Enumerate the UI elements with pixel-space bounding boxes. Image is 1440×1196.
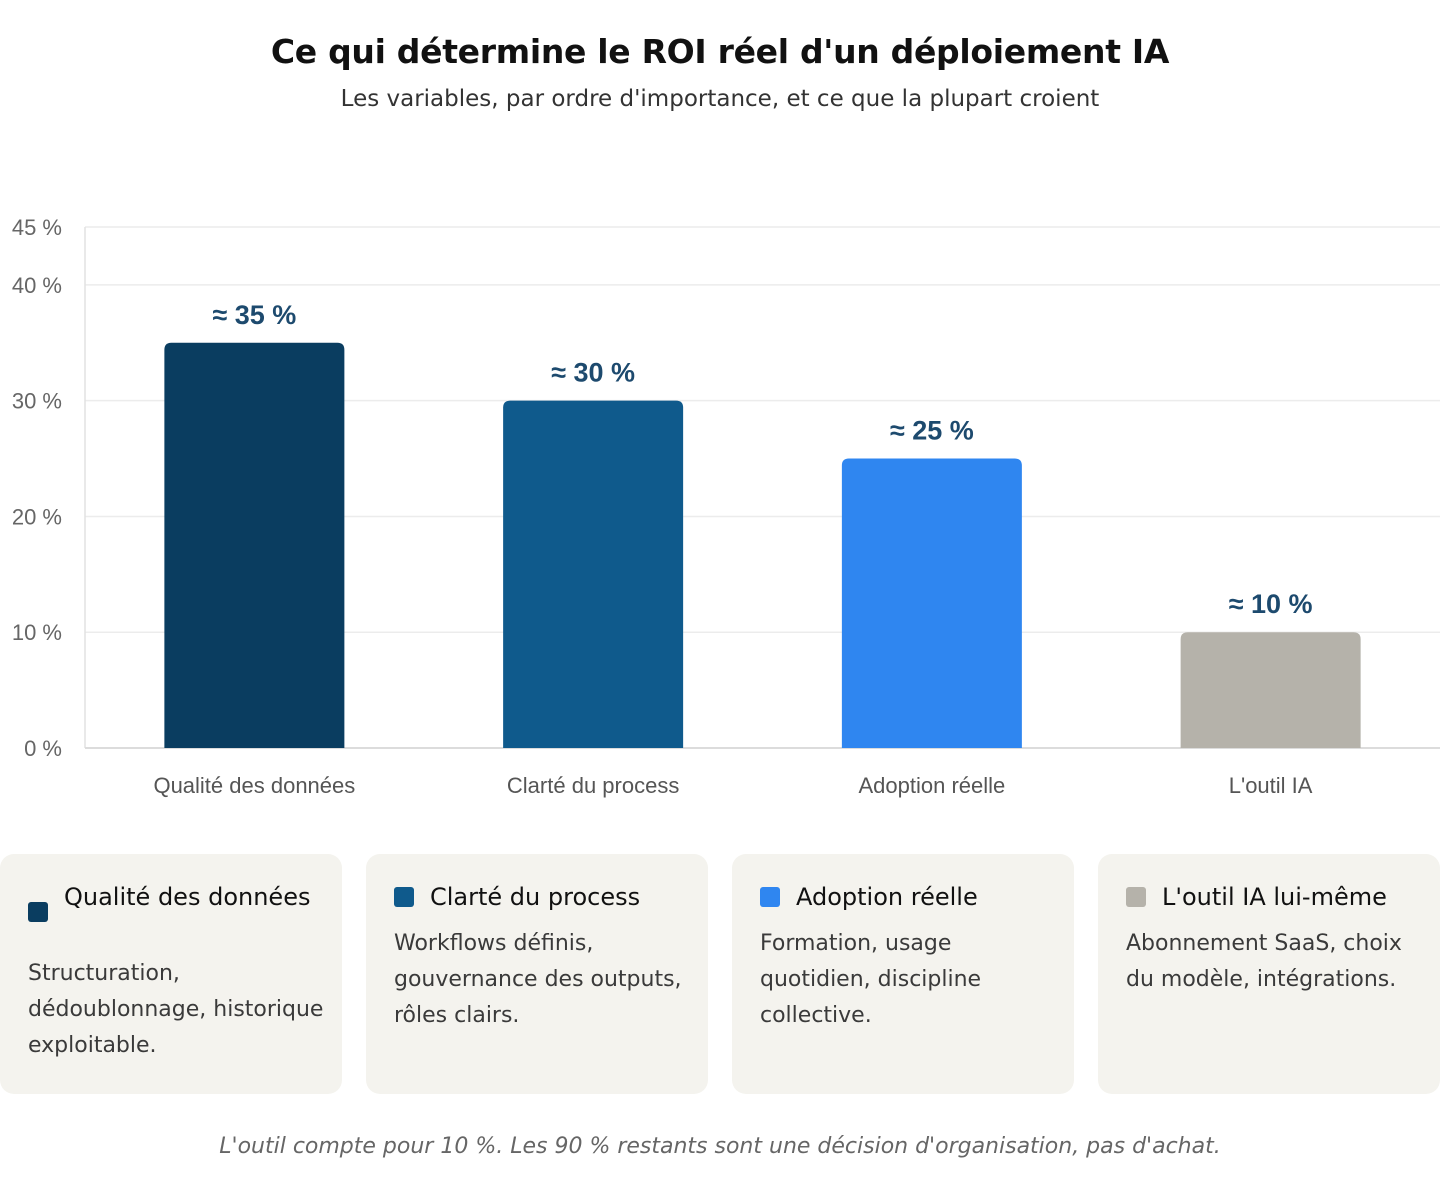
bar [1180, 632, 1361, 748]
card-title: Adoption réelle [796, 883, 978, 911]
y-tick-label: 10 % [12, 620, 62, 645]
card-process-clarity: Clarté du process Workflows définis, gou… [366, 854, 708, 1094]
card-description: Formation, usage quotidien, discipline c… [760, 931, 982, 1028]
y-tick-label: 40 % [12, 273, 62, 298]
card-header: Qualité des données [28, 882, 326, 942]
card-data-quality: Qualité des données Structuration, dédou… [0, 854, 342, 1094]
chart-title: Ce qui détermine le ROI réel d'un déploi… [270, 32, 1170, 71]
card-header: Adoption réelle [760, 882, 1058, 912]
category-label: Adoption réelle [858, 773, 1005, 798]
legend-swatch [394, 887, 414, 907]
card-header: L'outil IA lui-même [1126, 882, 1424, 912]
category-label: Clarté du process [507, 773, 679, 798]
card-title: Clarté du process [430, 883, 641, 911]
category-label: L'outil IA [1229, 773, 1313, 798]
card-description: Workflows définis, gouvernance des outpu… [394, 931, 682, 1028]
card-description: Structuration, dédoublonnage, historique… [28, 961, 324, 1058]
card-title: Qualité des données [64, 883, 311, 911]
bar [503, 400, 684, 748]
y-tick-label: 45 % [12, 215, 62, 240]
data-label: ≈ 30 % [551, 358, 635, 388]
legend-swatch [28, 902, 48, 922]
bar [841, 458, 1022, 748]
bar-chart: 0 % 10 % 20 % 30 % 40 % 45 % ≈ 35 % Qualité de… [12, 215, 1440, 798]
data-label: ≈ 25 % [890, 416, 974, 446]
data-label: ≈ 35 % [212, 300, 296, 330]
explanation-cards: Qualité des données Structuration, dédou… [0, 854, 1440, 1094]
category-label: Qualité des données [153, 773, 355, 798]
card-description: Abonnement SaaS, choix du modèle, intégr… [1126, 931, 1402, 992]
data-label: ≈ 10 % [1229, 589, 1313, 619]
card-ai-tool: L'outil IA lui-même Abonnement SaaS, cho… [1098, 854, 1440, 1094]
y-tick-label: 20 % [12, 504, 62, 529]
card-header: Clarté du process [394, 882, 692, 912]
card-title: L'outil IA lui-même [1162, 883, 1387, 911]
y-tick-label: 0 % [24, 736, 62, 761]
bar [164, 342, 345, 748]
chart-subtitle: Les variables, par ordre d'importance, e… [340, 86, 1100, 112]
legend-swatch [760, 887, 780, 907]
y-tick-label: 30 % [12, 389, 62, 414]
footer-note: L'outil compte pour 10 %. Les 90 % resta… [219, 1134, 1221, 1159]
card-adoption: Adoption réelle Formation, usage quotidi… [732, 854, 1074, 1094]
legend-swatch [1126, 887, 1146, 907]
